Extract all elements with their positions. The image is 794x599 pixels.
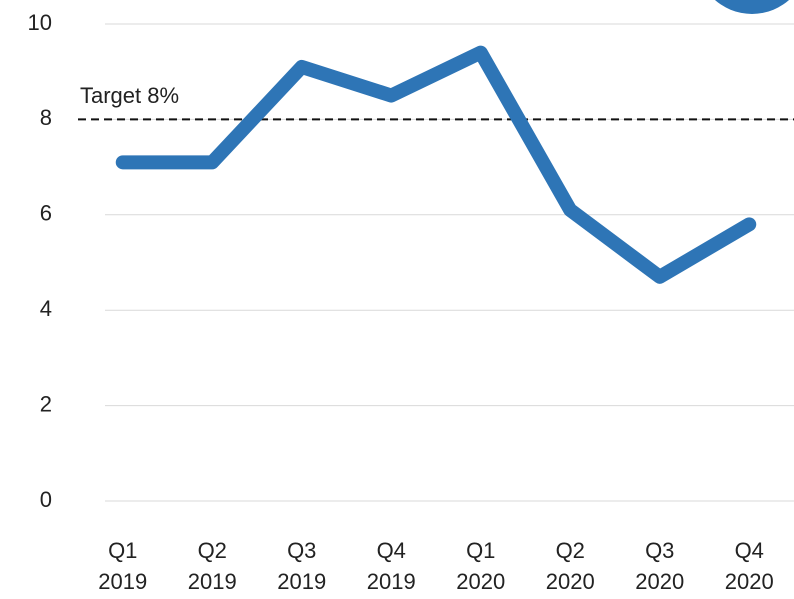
y-tick-label: 4: [40, 296, 52, 321]
data-line: [115, 45, 757, 284]
y-tick-label: 10: [28, 10, 52, 35]
y-tick-label: 8: [40, 105, 52, 130]
x-tick-label: Q3 2019: [277, 538, 326, 594]
x-tick-label: Q1 2020: [456, 538, 505, 594]
x-tick-label: Q4 2020: [725, 538, 774, 594]
annotation-label: Target 8%: [80, 83, 179, 108]
x-tick-label: Q3 2020: [635, 538, 684, 594]
decorative-circle: [714, 0, 790, 14]
x-tick-label: Q2 2020: [546, 538, 595, 594]
y-tick-label: 0: [40, 487, 52, 512]
y-tick-label: 6: [40, 201, 52, 226]
x-tick-label: Q2 2019: [188, 538, 237, 594]
y-tick-label: 2: [40, 391, 52, 416]
x-tick-label: Q1 2019: [98, 538, 147, 594]
x-tick-label: Q4 2019: [367, 538, 416, 594]
